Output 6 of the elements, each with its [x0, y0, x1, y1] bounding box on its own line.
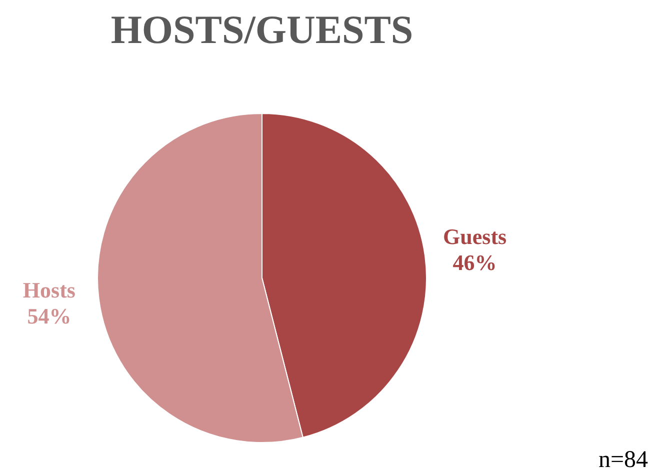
slice-label: Hosts — [22, 278, 76, 303]
chart-title: HOSTS/GUESTS — [110, 6, 414, 53]
slice-label: Guests — [443, 224, 508, 249]
data-label: 54% — [27, 304, 72, 329]
text: n=84 — [598, 447, 648, 474]
data-label: 46% — [452, 250, 497, 275]
